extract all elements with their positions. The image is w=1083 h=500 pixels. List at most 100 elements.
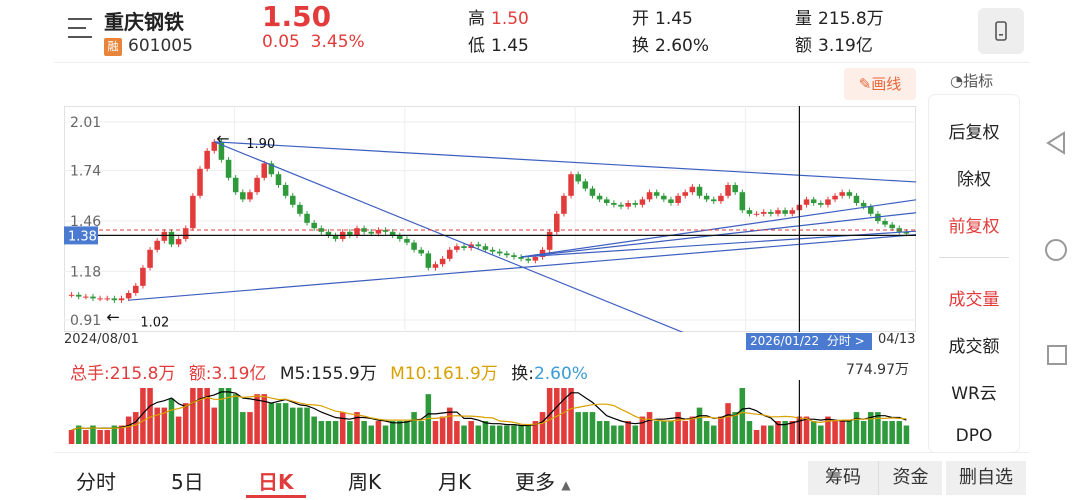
candle-down <box>518 257 524 259</box>
volume-bar-down <box>810 421 817 444</box>
turnover-value: 2.60% <box>655 36 710 56</box>
remove-watchlist-button[interactable]: 删自选 <box>946 461 1026 495</box>
volume-bar-up <box>532 421 539 444</box>
volume-bar-up <box>68 430 75 444</box>
volume-bar-up <box>261 394 267 444</box>
side-item-wr[interactable]: WR云 <box>951 384 997 404</box>
high-label: 高 <box>468 9 485 29</box>
tab-daily-k[interactable]: 日K <box>258 470 294 494</box>
fund-button[interactable]: 资金 <box>878 461 942 495</box>
volume-bar-down <box>325 421 332 444</box>
volume-bar-down <box>347 421 353 444</box>
volume-bar-up <box>118 425 125 444</box>
volume-bar-up <box>718 416 724 444</box>
volume-bar-up <box>468 421 474 444</box>
volume-bar-down <box>853 412 860 444</box>
candle-down <box>397 235 403 239</box>
candle-up <box>760 212 767 214</box>
price-label-box <box>64 226 98 245</box>
candle-down <box>489 249 496 252</box>
volume-bar-up <box>546 388 553 444</box>
volume-bar-down <box>297 407 303 444</box>
volume-bar-up <box>211 407 218 444</box>
side-item-back-adjust[interactable]: 后复权 <box>948 123 1000 143</box>
volume-bar-down <box>404 421 410 444</box>
candle-up <box>190 195 196 229</box>
high-value: 1.50 <box>491 9 529 29</box>
amount-label: 额 <box>795 36 812 56</box>
candle-up <box>789 210 796 214</box>
candle-up <box>154 240 160 250</box>
tab-monthly-k[interactable]: 月K <box>438 470 472 494</box>
side-item-ex-rights[interactable]: 除权 <box>957 170 991 190</box>
candle-down <box>168 231 175 245</box>
volume-bar-down <box>225 388 232 444</box>
candle-down <box>846 192 853 196</box>
volume-bar-down <box>582 412 589 444</box>
volume-bar-up <box>140 388 146 444</box>
candle-up <box>439 258 446 265</box>
volume-bar-up <box>175 416 182 444</box>
candle-down <box>703 195 710 200</box>
tab-intraday[interactable]: 分时 <box>76 470 116 494</box>
volume-bar-down <box>489 425 496 444</box>
volume-bar-up <box>803 416 810 444</box>
tab-more[interactable]: 更多 ▲ <box>515 466 571 495</box>
home-icon[interactable] <box>1044 238 1068 262</box>
side-menu: 后复权 除权 前复权 成交量 成交额 WR云 DPO <box>929 95 1019 452</box>
draw-line-button[interactable]: ✎画线 <box>844 68 916 100</box>
price-change: 0.05 3.45% <box>262 32 365 52</box>
tab-weekly-k[interactable]: 周K <box>348 470 382 494</box>
chip-button[interactable]: 筹码 <box>808 461 878 495</box>
candle-down <box>368 231 375 234</box>
amount-info: 额:3.19亿 <box>188 364 267 384</box>
side-item-volume[interactable]: 成交量 <box>948 290 1000 310</box>
volume-bar-down <box>618 425 624 444</box>
indicator-button[interactable]: ◔指标 <box>950 70 993 91</box>
volume-bar-up <box>254 394 260 444</box>
volume-bar-up <box>832 421 838 444</box>
kline-chart[interactable]: 2.01 1.74 1.46 1.18 0.91 1.38 ← 1.90 ← 1.02 <box>64 106 916 332</box>
volume-bar-up <box>825 416 831 444</box>
side-item-dpo[interactable]: DPO <box>955 426 993 446</box>
candle-down <box>475 244 482 247</box>
candle-down <box>867 206 874 214</box>
side-item-forward-adjust[interactable]: 前复权 <box>948 217 1000 237</box>
quote-header: 重庆钢铁 融 601005 1.50 0.05 3.45% 高 1.50 低 1.4… <box>0 0 1083 62</box>
menu-icon[interactable] <box>68 18 92 40</box>
volume-bar-down <box>768 425 774 444</box>
low-label: 低 <box>468 36 485 56</box>
volume-label: 量 <box>795 9 812 29</box>
candle-down <box>589 188 596 196</box>
volume-chart[interactable] <box>64 380 916 444</box>
candle-up <box>825 199 831 205</box>
candle-up <box>211 141 218 151</box>
candle-up <box>532 257 539 261</box>
candle-down <box>596 195 603 200</box>
recent-apps-icon[interactable] <box>1046 344 1068 366</box>
turnover-label: 换 <box>632 36 649 56</box>
intraday-link[interactable]: 分时 > <box>826 334 865 348</box>
volume-bar-up <box>339 412 346 444</box>
candle-down <box>746 210 753 214</box>
volume-bar-down <box>504 425 510 444</box>
volume-bar-down <box>818 425 824 444</box>
landscape-toggle-button[interactable] <box>978 8 1024 54</box>
tab-5day[interactable]: 5日 <box>171 470 204 494</box>
candle-up <box>68 294 75 296</box>
back-icon[interactable] <box>1044 130 1068 156</box>
change-value: 0.05 <box>262 32 300 52</box>
candle-down <box>525 258 532 261</box>
candle-down <box>75 294 82 297</box>
volume-bar-down <box>332 421 339 444</box>
start-date-label: 2024/08/01 <box>64 332 139 347</box>
candle-up <box>775 210 781 214</box>
price-label: 1.38 <box>68 229 97 244</box>
crosshair-date-label[interactable]: 2026/01/22 分时 > <box>746 333 872 350</box>
candle-up <box>432 264 439 268</box>
side-item-amount[interactable]: 成交额 <box>948 337 1000 357</box>
candle-down <box>232 177 239 193</box>
volume-bar-up <box>354 412 360 444</box>
candle-up <box>254 177 260 193</box>
high-marker-label: 1.90 <box>246 137 275 152</box>
